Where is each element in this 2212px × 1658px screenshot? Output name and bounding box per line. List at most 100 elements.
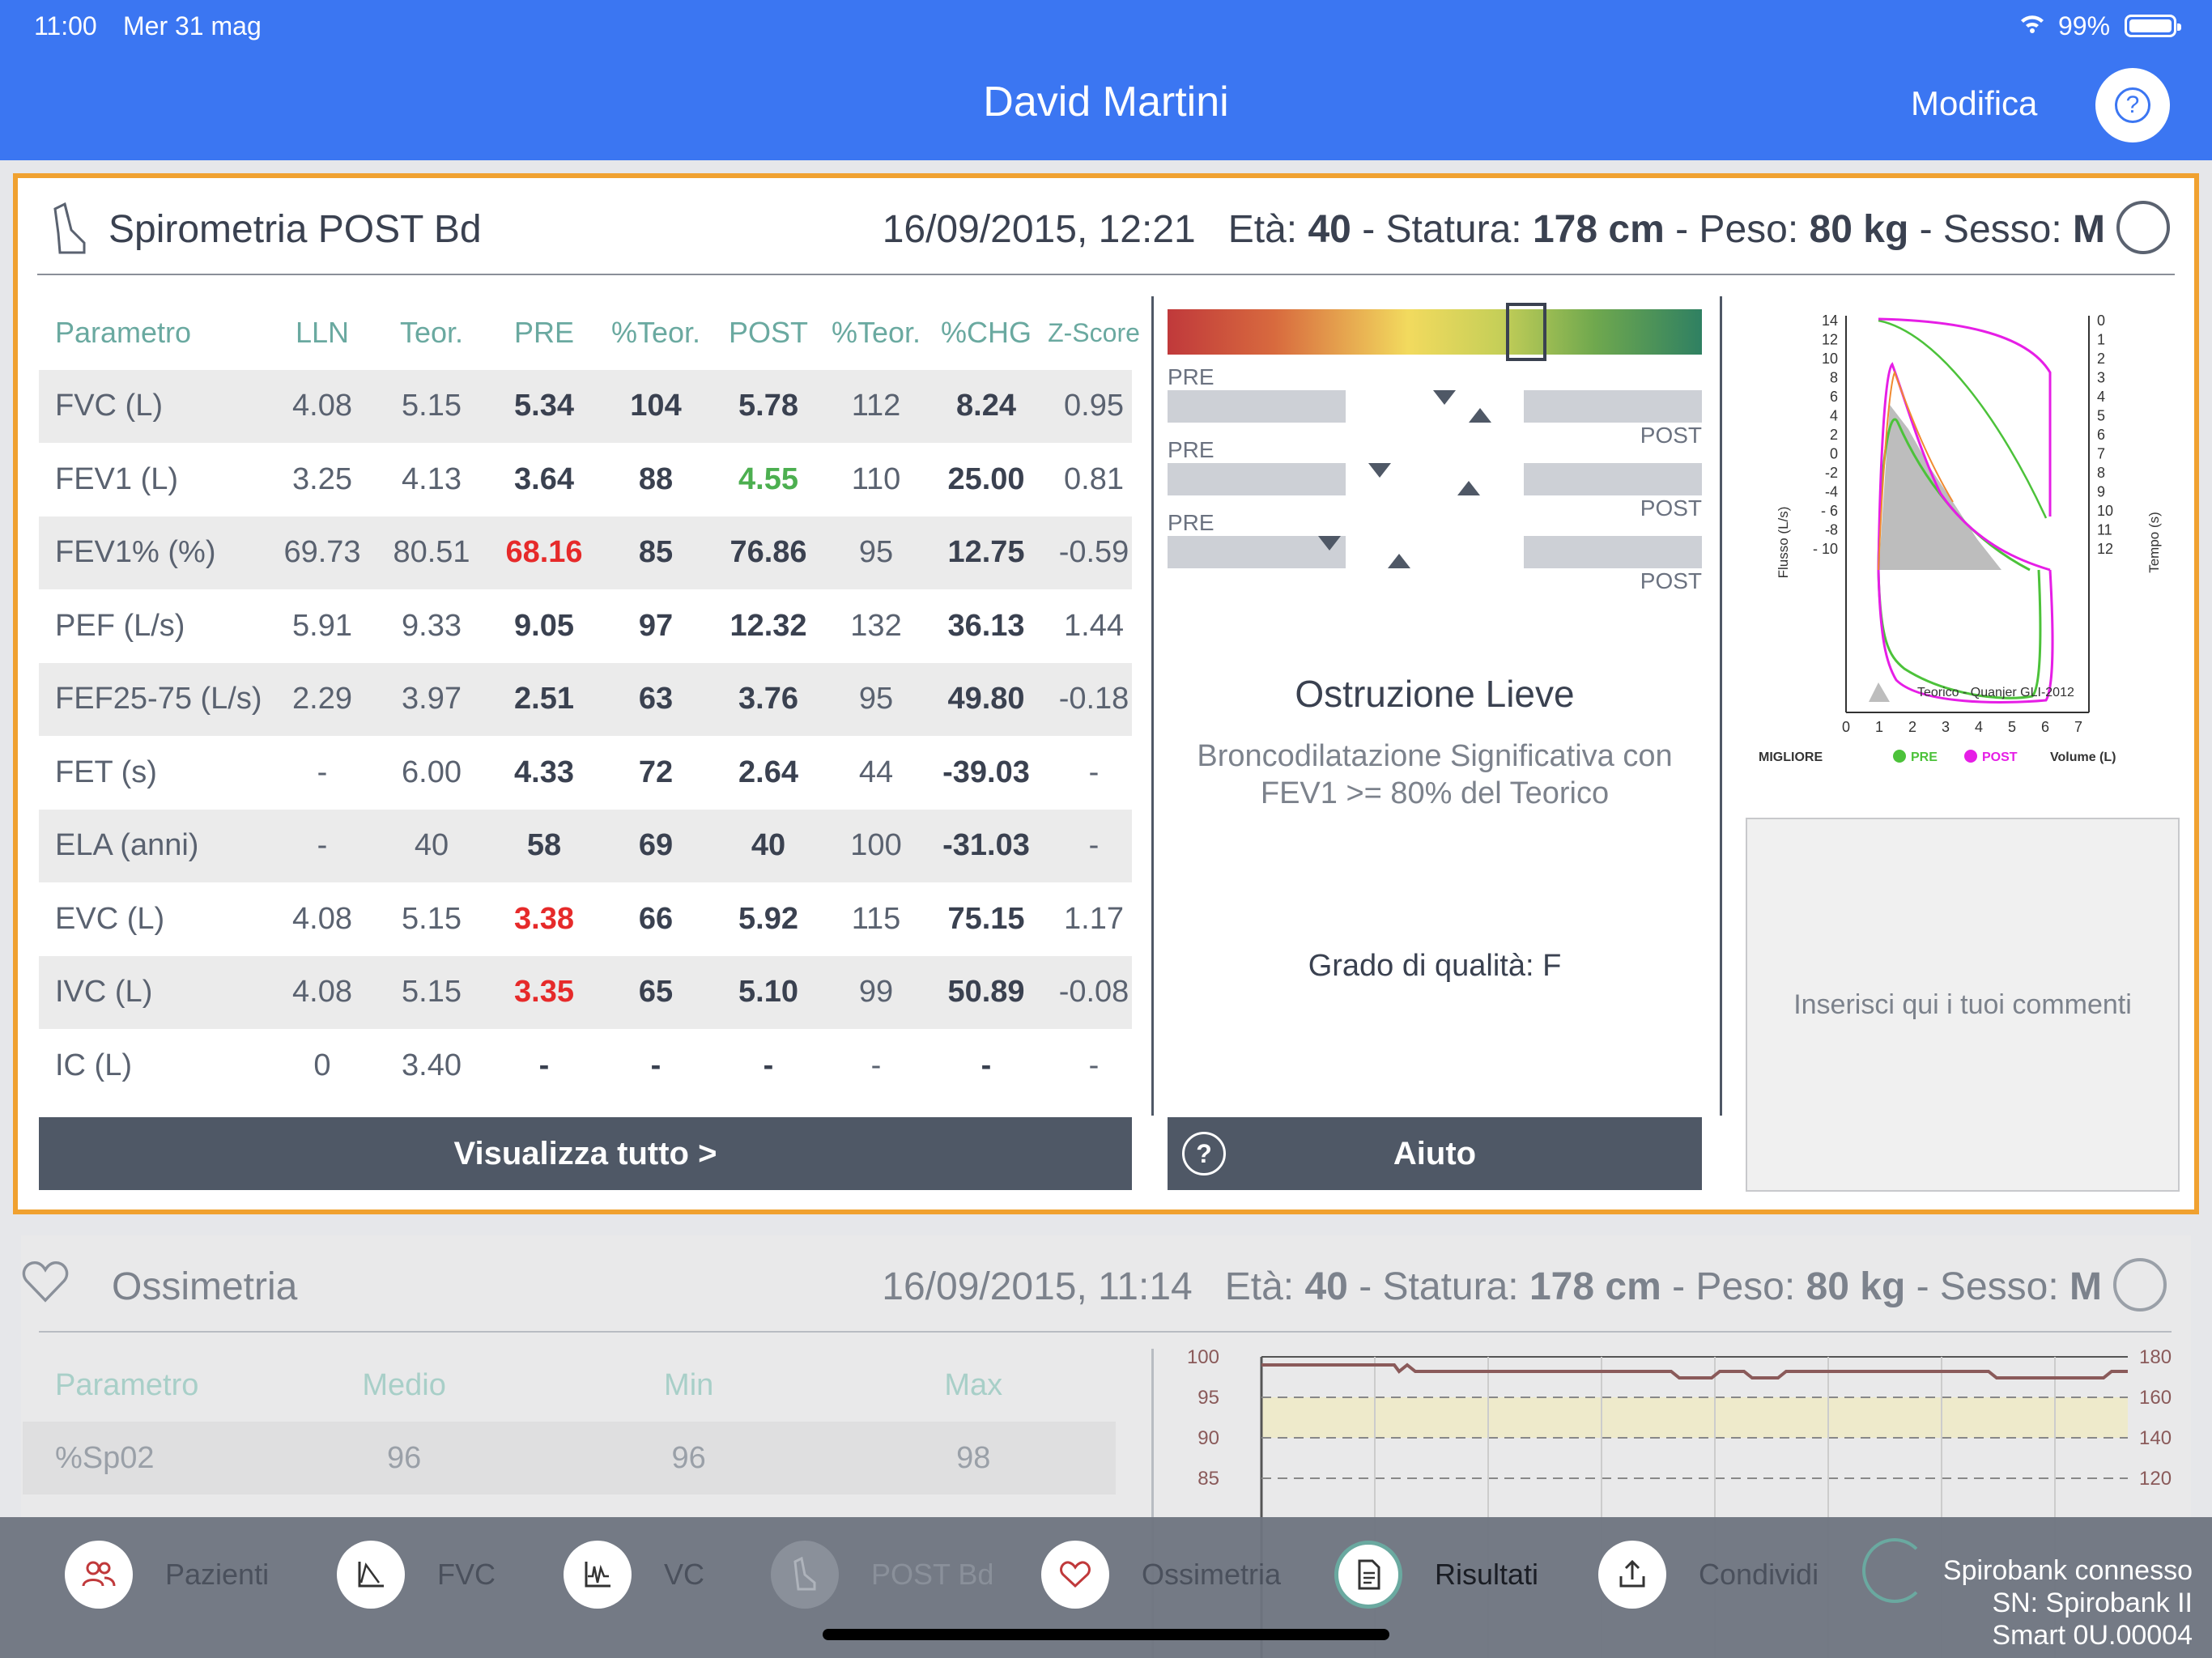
table-cell: - <box>981 1048 992 1082</box>
table-cell: 36.13 <box>947 608 1025 643</box>
x-axis-label: Volume (L) <box>2050 750 2116 764</box>
table-cell: 110 <box>851 461 901 496</box>
table-cell: 96 <box>386 1440 422 1475</box>
table-cell: 5.91 <box>292 608 352 643</box>
document-icon <box>1334 1541 1402 1609</box>
question-icon: ? <box>1182 1132 1226 1175</box>
table-cell: 95 <box>858 682 894 716</box>
table-cell: 97 <box>638 608 674 643</box>
table-cell: 112 <box>851 389 901 423</box>
battery-icon <box>2125 15 2181 37</box>
table-row: IVC (L) 4.08 5.15 3.35 65 5.10 99 50.89 -0.08 <box>39 955 1132 1029</box>
app-header: 11:00 Mer 31 mag 99% David Martini Modif… <box>0 0 2212 160</box>
table-cell: 65 <box>638 975 674 1010</box>
heart-icon <box>22 1261 69 1303</box>
table-cell: -31.03 <box>942 828 1030 863</box>
battery-percent: 99% <box>2058 11 2111 40</box>
table-cell: FET (s) <box>55 755 157 789</box>
home-indicator[interactable] <box>823 1629 1389 1640</box>
table-cell: 4.55 <box>738 461 798 496</box>
table-cell: 63 <box>638 682 674 716</box>
connection-spinner-icon <box>1862 1538 1927 1603</box>
column-header: Medio <box>362 1367 446 1402</box>
inhaler-icon <box>53 202 86 254</box>
table-cell: 25.00 <box>947 461 1025 496</box>
tab-condividi[interactable]: Condividi <box>1598 1538 1819 1611</box>
spo2-line <box>1261 1363 2128 1380</box>
table-cell: 85 <box>638 535 674 570</box>
comparison-bar-1: PRE POST <box>1168 364 1702 449</box>
spirometry-card[interactable]: Spirometria POST Bd 16/09/2015, 12:21 Et… <box>13 173 2199 1214</box>
y-tick-label: 8 <box>1830 370 1838 386</box>
select-radio[interactable] <box>2113 1258 2167 1312</box>
tab-ossimetria[interactable]: Ossimetria <box>1041 1538 1281 1611</box>
y-right-tick-label: 12 <box>2097 541 2113 557</box>
tab-risultati[interactable]: Risultati <box>1334 1538 1538 1611</box>
table-cell: 100 <box>850 828 902 863</box>
table-cell: -39.03 <box>942 755 1030 789</box>
card-title: Spirometria POST Bd <box>108 208 482 251</box>
column-header: POST <box>728 316 808 350</box>
tab-label: POST Bd <box>871 1558 994 1591</box>
x-tick-label: 0 <box>1842 719 1850 735</box>
table-cell: 3.25 <box>292 461 352 496</box>
chart-legend: MIGLIORE PRE POST Volume (L) <box>1759 750 2116 764</box>
help-button[interactable]: ? <box>2095 68 2170 142</box>
edit-button[interactable]: Modifica <box>1911 84 2038 122</box>
y-right-tick-label: 3 <box>2097 370 2105 386</box>
comments-input[interactable]: Inserisci qui i tuoi commenti <box>1746 818 2180 1192</box>
gauge-marker <box>1506 303 1546 361</box>
y-tick-label: 12 <box>1822 332 1838 348</box>
table-row: ELA (anni) - 40 58 69 40 100 -31.03 - <box>39 809 1132 882</box>
diagnosis-title: Ostruzione Lieve <box>1295 673 1575 715</box>
table-cell: 0 <box>313 1048 331 1082</box>
help-aiuto-button[interactable]: ? Aiuto <box>1168 1117 1702 1190</box>
table-cell: 69 <box>638 828 674 863</box>
pre-time-curve <box>1878 319 2048 519</box>
legend-post: POST <box>1982 750 2018 764</box>
table-cell: - <box>317 755 328 789</box>
tab-fvc[interactable]: FVC <box>337 1538 496 1611</box>
table-cell: 2.51 <box>514 682 574 716</box>
table-row: IC (L) 0 3.40 - - - - - - <box>39 1029 1132 1103</box>
table-cell: 4.33 <box>514 755 574 789</box>
post-marker <box>1457 481 1480 495</box>
bottom-tab-bar: Pazienti FVC VC POST Bd Ossimetria Risul… <box>0 1517 2212 1658</box>
y-tick-label: - 6 <box>1821 503 1838 519</box>
table-cell: FEV1% (%) <box>55 535 216 570</box>
card-title: Ossimetria <box>112 1265 298 1308</box>
divider <box>1151 1349 1154 1658</box>
y-right-tick-label: 11 <box>2097 522 2112 538</box>
oximetry-table: Parametro Medio Min Max %Sp02 96 96 98 <box>23 1349 1116 1494</box>
tab-post-bd[interactable]: POST Bd <box>771 1538 993 1611</box>
select-radio[interactable] <box>2116 201 2170 254</box>
table-cell: 5.78 <box>738 389 798 423</box>
divider <box>1720 296 1722 1116</box>
y-right-tick-label: 160 <box>2139 1387 2172 1409</box>
tab-label: Condividi <box>1699 1558 1819 1591</box>
spirometry-table: Parametro LLN Teor. PRE %Teor. POST %Teor. %CHG… <box>39 296 1140 1103</box>
column-header: Parametro <box>55 1367 199 1402</box>
table-cell: 5.92 <box>738 901 798 936</box>
table-cell: ELA (anni) <box>55 828 199 863</box>
y-tick-label: -8 <box>1825 522 1838 538</box>
table-cell: 3.38 <box>514 901 574 936</box>
post-curve <box>1877 362 2054 704</box>
tab-label: VC <box>664 1558 705 1591</box>
table-cell: 98 <box>956 1440 991 1475</box>
table-cell: FEV1 (L) <box>55 461 179 496</box>
post-curve-b <box>1878 370 1954 571</box>
table-cell: 12.32 <box>730 608 807 643</box>
tab-label: Ossimetria <box>1142 1558 1282 1591</box>
tab-vc[interactable]: VC <box>564 1538 704 1611</box>
severity-gauge <box>1168 309 1702 355</box>
diagnosis-subtitle: Broncodilatazione Significativa con FEV1… <box>1197 739 1673 810</box>
table-cell: FVC (L) <box>55 389 163 423</box>
view-all-button[interactable]: Visualizza tutto > <box>39 1117 1132 1190</box>
y-tick-label: 0 <box>1830 446 1838 462</box>
inhaler-icon <box>771 1541 839 1609</box>
tab-pazienti[interactable]: Pazienti <box>65 1538 269 1611</box>
pre-marker <box>1318 536 1341 551</box>
table-row: FEV1% (%) 69.73 80.51 68.16 85 76.86 95 12.75 -0… <box>39 516 1132 589</box>
